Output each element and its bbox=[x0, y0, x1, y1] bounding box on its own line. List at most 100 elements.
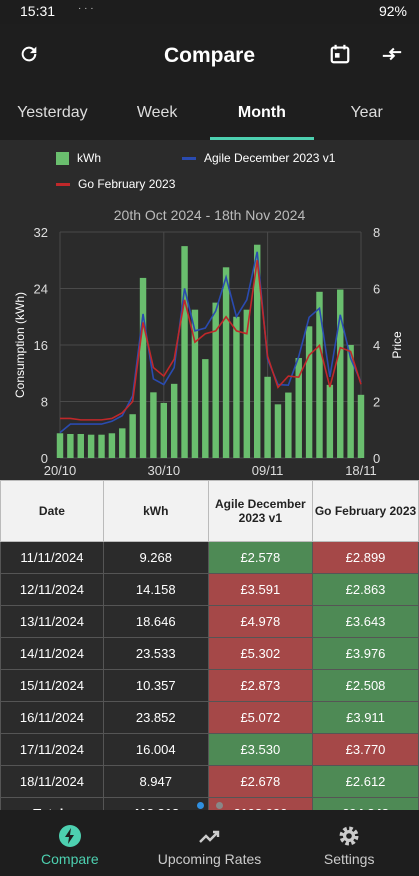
y2-tick-label: 4 bbox=[373, 338, 380, 353]
kwh-bar bbox=[108, 433, 116, 458]
kwh-bar bbox=[222, 267, 230, 458]
lightning-icon bbox=[0, 824, 140, 851]
nav-settings-label: Settings bbox=[323, 851, 375, 867]
cell-date: 12/11/2024 bbox=[0, 573, 104, 606]
cell-kwh: 23.852 bbox=[102, 701, 209, 734]
kwh-bar bbox=[98, 434, 105, 458]
y-tick-label: 8 bbox=[41, 395, 48, 410]
y-tick-label: 0 bbox=[41, 451, 48, 466]
cell-go-cost: £2.612 bbox=[312, 765, 419, 798]
nav-upcoming-rates[interactable]: Upcoming Rates bbox=[140, 810, 280, 876]
kwh-bar bbox=[253, 244, 261, 458]
nav-compare[interactable]: Compare bbox=[0, 810, 140, 876]
table-row: 14/11/2024 23.533 £5.302 £3.976 bbox=[0, 637, 419, 670]
header-kwh: kWh bbox=[102, 480, 209, 542]
kwh-bar bbox=[357, 394, 365, 458]
kwh-bar bbox=[316, 291, 323, 458]
page-title: Compare bbox=[163, 44, 256, 67]
kwh-bar bbox=[139, 277, 147, 458]
kwh-bar bbox=[129, 414, 136, 458]
cell-kwh: 8.947 bbox=[102, 765, 209, 798]
status-time: 15:31 bbox=[20, 3, 56, 19]
kwh-bar bbox=[305, 326, 313, 458]
table-row: 17/11/2024 16.004 £3.530 £3.770 bbox=[0, 733, 419, 766]
trend-icon bbox=[140, 824, 280, 851]
cell-go-cost: £3.770 bbox=[312, 733, 419, 766]
cost-table: Date kWh Agile December 2023 v1 Go Febru… bbox=[0, 480, 419, 830]
calendar-icon[interactable] bbox=[326, 40, 354, 68]
cell-kwh: 14.158 bbox=[102, 573, 209, 606]
cell-go-cost: £2.508 bbox=[312, 669, 419, 702]
kwh-bar bbox=[181, 246, 188, 458]
tab-week[interactable]: Week bbox=[136, 104, 178, 121]
kwh-bar bbox=[202, 359, 209, 458]
y2-tick-label: 6 bbox=[373, 282, 380, 297]
tab-yesterday[interactable]: Yesterday bbox=[17, 104, 88, 121]
legend-agile-swatch bbox=[182, 156, 196, 160]
swap-icon[interactable] bbox=[378, 40, 406, 68]
cell-agile-cost: £2.678 bbox=[207, 765, 314, 798]
cell-date: 11/11/2024 bbox=[0, 541, 104, 574]
period-tabs: Yesterday Week Month Year bbox=[0, 90, 419, 140]
table-row: 16/11/2024 23.852 £5.072 £3.911 bbox=[0, 701, 419, 734]
cell-agile-cost: £4.978 bbox=[207, 605, 314, 638]
cell-date: 18/11/2024 bbox=[0, 765, 104, 798]
legend-kwh-label: kWh bbox=[77, 151, 101, 165]
kwh-bar bbox=[243, 309, 251, 458]
cell-date: 16/11/2024 bbox=[0, 701, 104, 734]
header-agile: Agile December 2023 v1 bbox=[207, 480, 314, 542]
bottom-navigation: Compare Upcoming Rates Settings bbox=[0, 810, 419, 876]
y-axis-title: Consumption (kWh) bbox=[13, 292, 27, 398]
nav-settings[interactable]: Settings bbox=[279, 810, 419, 876]
tab-year[interactable]: Year bbox=[350, 104, 383, 121]
cell-kwh: 9.268 bbox=[102, 541, 209, 574]
status-battery: 92% bbox=[378, 3, 407, 19]
cell-agile-cost: £2.873 bbox=[207, 669, 314, 702]
table-row: 13/11/2024 18.646 £4.978 £3.643 bbox=[0, 605, 419, 638]
table-row: 18/11/2024 8.947 £2.678 £2.612 bbox=[0, 765, 419, 798]
page-indicator bbox=[0, 796, 419, 814]
agile-price-line bbox=[59, 251, 362, 434]
legend-agile: Agile December 2023 v1 bbox=[182, 151, 335, 165]
legend-go: Go February 2023 bbox=[56, 177, 175, 191]
chart-title: 20th Oct 2024 - 18th Nov 2024 bbox=[113, 207, 306, 223]
kwh-bar bbox=[285, 392, 292, 458]
cell-go-cost: £3.643 bbox=[312, 605, 419, 638]
cell-go-cost: £3.976 bbox=[312, 637, 419, 670]
page-dot-active[interactable] bbox=[196, 802, 204, 809]
cell-agile-cost: £2.578 bbox=[207, 541, 314, 574]
chart-plot: 0 0 8 2 16 4 24 6 32 8 20/10 30/10 09/11 18/11 Consump… bbox=[13, 228, 404, 478]
table-header-row: Date kWh Agile December 2023 v1 Go Febru… bbox=[0, 480, 419, 542]
cell-go-cost: £2.863 bbox=[312, 573, 419, 606]
cell-go-cost: £3.911 bbox=[312, 701, 419, 734]
cell-date: 13/11/2024 bbox=[0, 605, 104, 638]
cell-agile-cost: £5.302 bbox=[207, 637, 314, 670]
y-tick-label: 32 bbox=[34, 228, 48, 240]
kwh-bar bbox=[337, 289, 344, 458]
kwh-bar bbox=[170, 383, 178, 458]
kwh-bar bbox=[119, 428, 126, 458]
table-row: 12/11/2024 14.158 £3.591 £2.863 bbox=[0, 573, 419, 606]
kwh-bar bbox=[233, 316, 240, 458]
kwh-bar bbox=[274, 404, 282, 458]
cell-date: 15/11/2024 bbox=[0, 669, 104, 702]
header-date: Date bbox=[0, 480, 104, 542]
kwh-bar bbox=[264, 376, 271, 458]
cell-kwh: 16.004 bbox=[102, 733, 209, 766]
kwh-bar bbox=[191, 309, 199, 458]
kwh-bar bbox=[67, 433, 74, 458]
cell-date: 14/11/2024 bbox=[0, 637, 104, 670]
status-bar: 15:31 · · · 92% bbox=[0, 0, 419, 24]
tab-month[interactable]: Month bbox=[209, 90, 315, 140]
page-dot[interactable] bbox=[215, 802, 223, 809]
y-tick-label: 16 bbox=[34, 338, 48, 353]
legend-go-label: Go February 2023 bbox=[78, 177, 176, 191]
table-row: 11/11/2024 9.268 £2.578 £2.899 bbox=[0, 541, 419, 574]
x-tick-label: 18/11 bbox=[345, 463, 377, 478]
status-notification-dots: · · · bbox=[78, 3, 94, 14]
x-tick-label: 09/11 bbox=[252, 463, 284, 478]
app-bar: Compare bbox=[0, 24, 419, 90]
cell-agile-cost: £3.591 bbox=[207, 573, 314, 606]
y2-tick-label: 2 bbox=[373, 395, 380, 410]
refresh-icon[interactable] bbox=[15, 40, 43, 68]
